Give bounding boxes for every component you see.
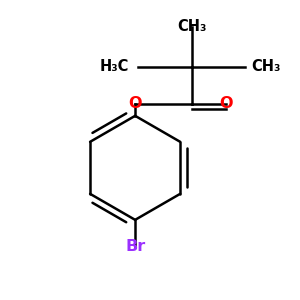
Text: O: O bbox=[128, 96, 142, 111]
Text: H₃C: H₃C bbox=[100, 59, 129, 74]
Text: O: O bbox=[219, 96, 232, 111]
Text: CH₃: CH₃ bbox=[251, 59, 280, 74]
Text: CH₃: CH₃ bbox=[177, 19, 206, 34]
Text: Br: Br bbox=[125, 239, 145, 254]
